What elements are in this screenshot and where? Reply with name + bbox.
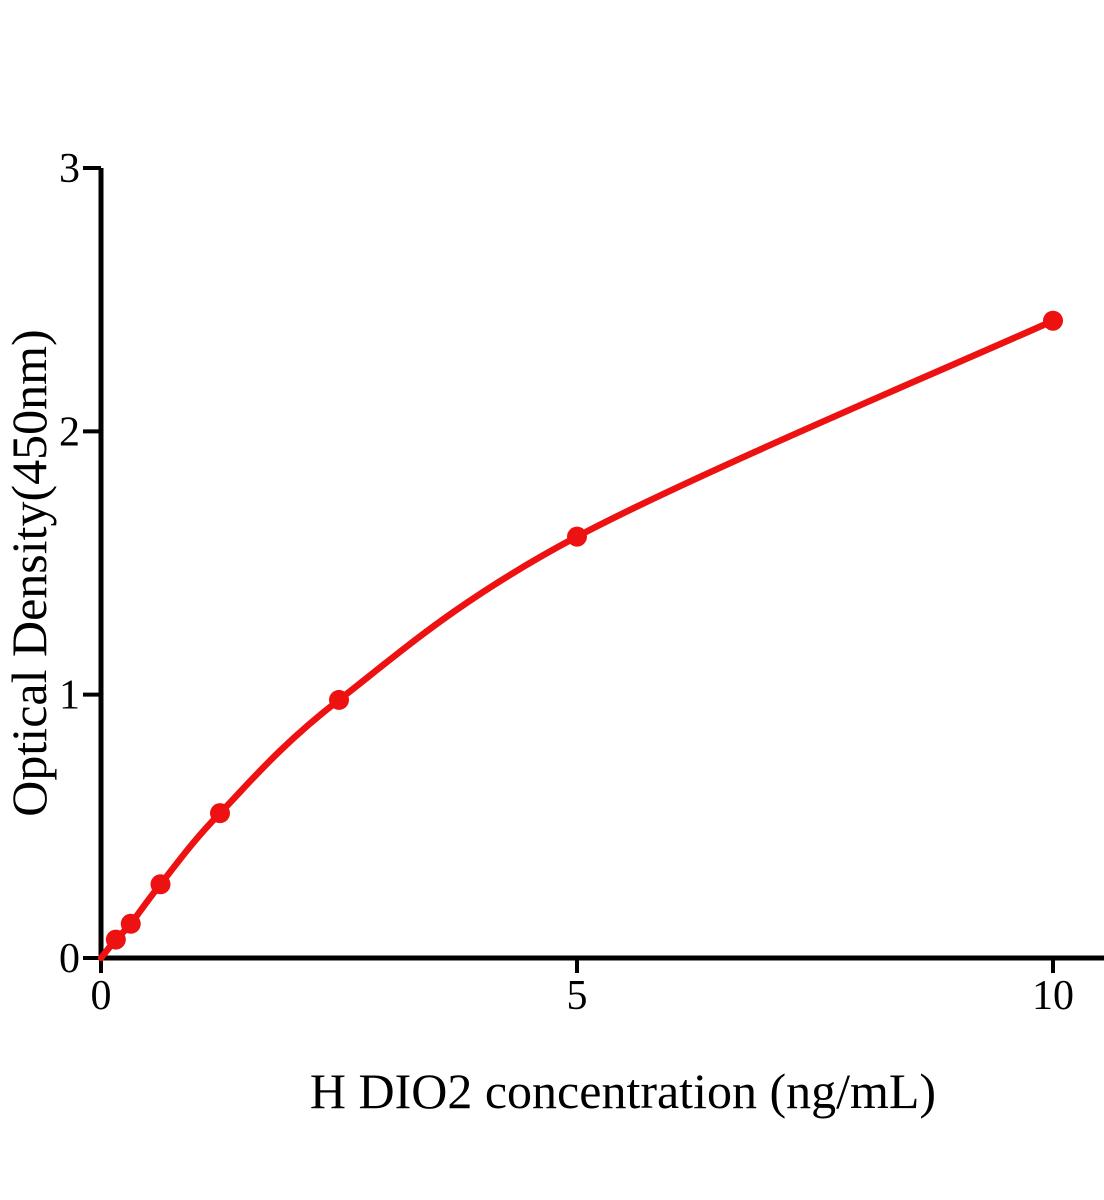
y-tick-label: 1: [59, 673, 80, 719]
x-tick-label: 0: [91, 973, 112, 1019]
data-point: [150, 874, 171, 895]
y-tick-label: 2: [59, 409, 80, 455]
y-tick-label: 3: [59, 146, 80, 192]
data-point: [210, 803, 230, 824]
data-point: [105, 929, 126, 950]
y-axis-title: Optical Density(450nm): [1, 329, 57, 816]
x-axis-title: H DIO2 concentration (ng/mL): [310, 1063, 936, 1119]
x-tick-label: 10: [1032, 973, 1074, 1019]
x-tick-label: 5: [567, 973, 588, 1019]
data-point: [1043, 310, 1063, 331]
series-layer: [97, 310, 1063, 962]
tick-layer: 0 5 10 0 1 2 3: [59, 146, 1074, 1019]
standard-curve-line: [97, 317, 1057, 962]
data-point: [120, 913, 141, 934]
data-point: [567, 526, 587, 547]
data-point: [329, 689, 349, 710]
axes-layer: [98, 168, 1104, 961]
y-tick-label: 0: [59, 936, 80, 982]
